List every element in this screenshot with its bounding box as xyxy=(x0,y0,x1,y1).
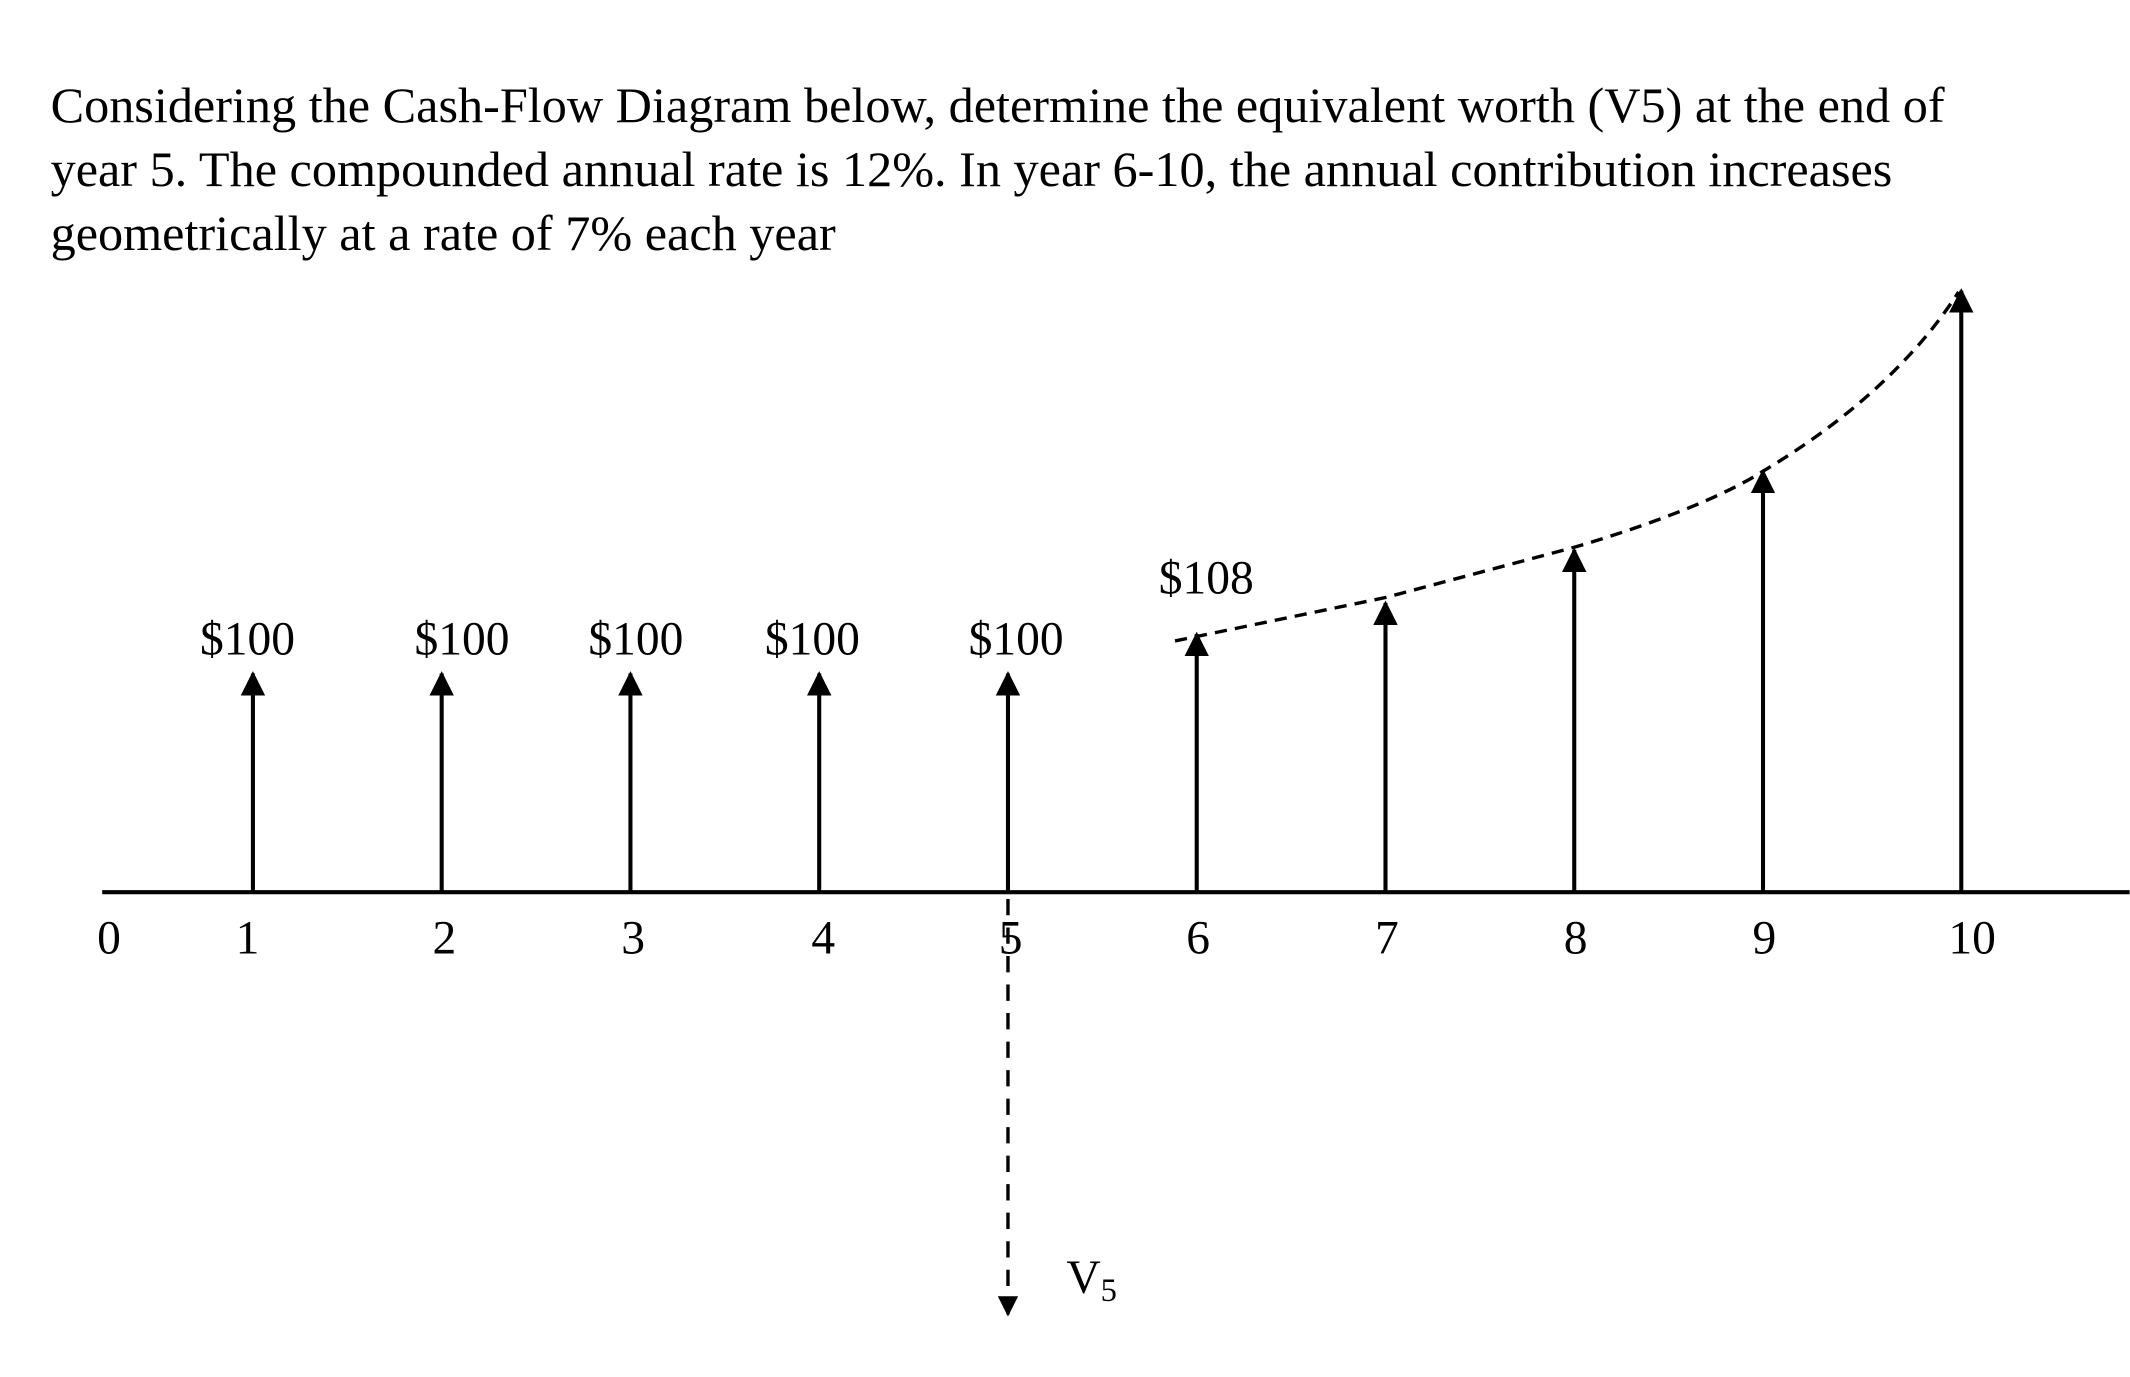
amount-label: $100 xyxy=(765,614,860,666)
year-label: 8 xyxy=(1564,912,1588,964)
year-label: 3 xyxy=(621,912,645,964)
year-label: 9 xyxy=(1752,912,1776,964)
year-label: 2 xyxy=(433,912,457,964)
equivalent-label: V5 xyxy=(1066,1252,1117,1309)
year-label: 0 xyxy=(97,912,121,964)
growth-curve xyxy=(1174,291,1960,643)
amount-label: $100 xyxy=(969,614,1064,666)
growth-label: $108 xyxy=(1159,552,1254,604)
year-label: 5 xyxy=(999,912,1023,964)
year-label: 1 xyxy=(236,912,260,964)
amount-label: $100 xyxy=(200,614,295,666)
year-label: 7 xyxy=(1375,912,1399,964)
year-label: 6 xyxy=(1186,912,1210,964)
question-line: year 5. The compounded annual rate is 12… xyxy=(51,141,1893,197)
amount-label: $100 xyxy=(588,614,683,666)
year-label: 10 xyxy=(1948,912,1996,964)
year-label: 4 xyxy=(811,912,835,964)
question-line: Considering the Cash-Flow Diagram below,… xyxy=(51,77,1945,133)
amount-label: $100 xyxy=(415,614,510,666)
question-line: geometrically at a rate of 7% each year xyxy=(51,205,836,261)
